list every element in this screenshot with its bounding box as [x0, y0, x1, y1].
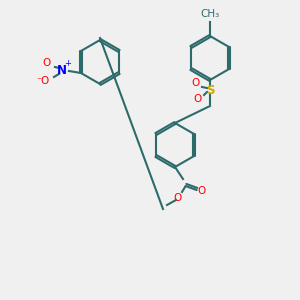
- Text: CH₃: CH₃: [200, 9, 220, 19]
- Text: N: N: [57, 64, 67, 76]
- Text: O: O: [198, 186, 206, 196]
- Text: S: S: [206, 83, 214, 97]
- Text: O: O: [43, 58, 51, 68]
- Text: O: O: [194, 94, 202, 104]
- Text: +: +: [64, 59, 71, 68]
- Text: O: O: [174, 193, 182, 203]
- Text: ⁻: ⁻: [36, 76, 41, 86]
- Text: O: O: [41, 76, 49, 86]
- Text: O: O: [192, 78, 200, 88]
